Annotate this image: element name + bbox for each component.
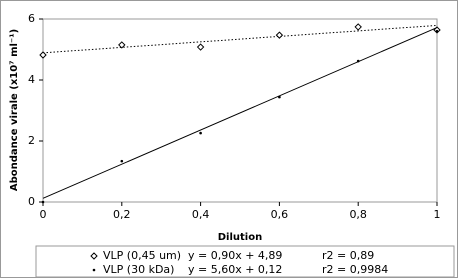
x-tick-label: 0,8 [349, 208, 367, 221]
x-tick-label: 0 [40, 208, 47, 221]
trendline [42, 27, 438, 199]
data-point [120, 159, 124, 163]
x-tick-label: 0,2 [113, 208, 131, 221]
legend-marker [90, 252, 98, 260]
x-tick-label: 0,6 [271, 208, 289, 221]
data-point [435, 29, 439, 33]
data-point [199, 131, 202, 135]
y-tick-label: 0 [28, 195, 35, 208]
legend-r2: r2 = 0,9984 [322, 263, 388, 276]
legend-marker [92, 268, 96, 272]
plot-area [42, 18, 438, 203]
legend-label: VLP (30 kDa) [103, 263, 174, 276]
data-point [118, 41, 126, 49]
legend-equation: y = 0,90x + 4,89 [188, 249, 282, 262]
legend-equation: y = 5,60x + 0,12 [188, 263, 282, 276]
data-point [275, 31, 284, 39]
legend-box [35, 245, 455, 278]
x-tick-label: 1 [434, 208, 441, 221]
data-point [356, 59, 360, 63]
legend-r2: r2 = 0,89 [322, 249, 374, 262]
y-tick-label: 6 [28, 12, 35, 25]
legend-label: VLP (0,45 um) [103, 249, 181, 262]
data-point [196, 43, 205, 51]
y-axis-title: Abondance virale (x10⁷ ml⁻¹) [9, 29, 20, 191]
x-tick-label: 0,4 [192, 208, 210, 221]
y-tick-label: 4 [28, 73, 35, 86]
data-point [354, 23, 362, 31]
data-point [39, 51, 47, 59]
trendline [42, 24, 438, 54]
y-tick-label: 2 [28, 134, 35, 147]
data-point [41, 200, 45, 204]
x-axis-title: Dilution [218, 232, 262, 243]
data-point [278, 95, 281, 99]
